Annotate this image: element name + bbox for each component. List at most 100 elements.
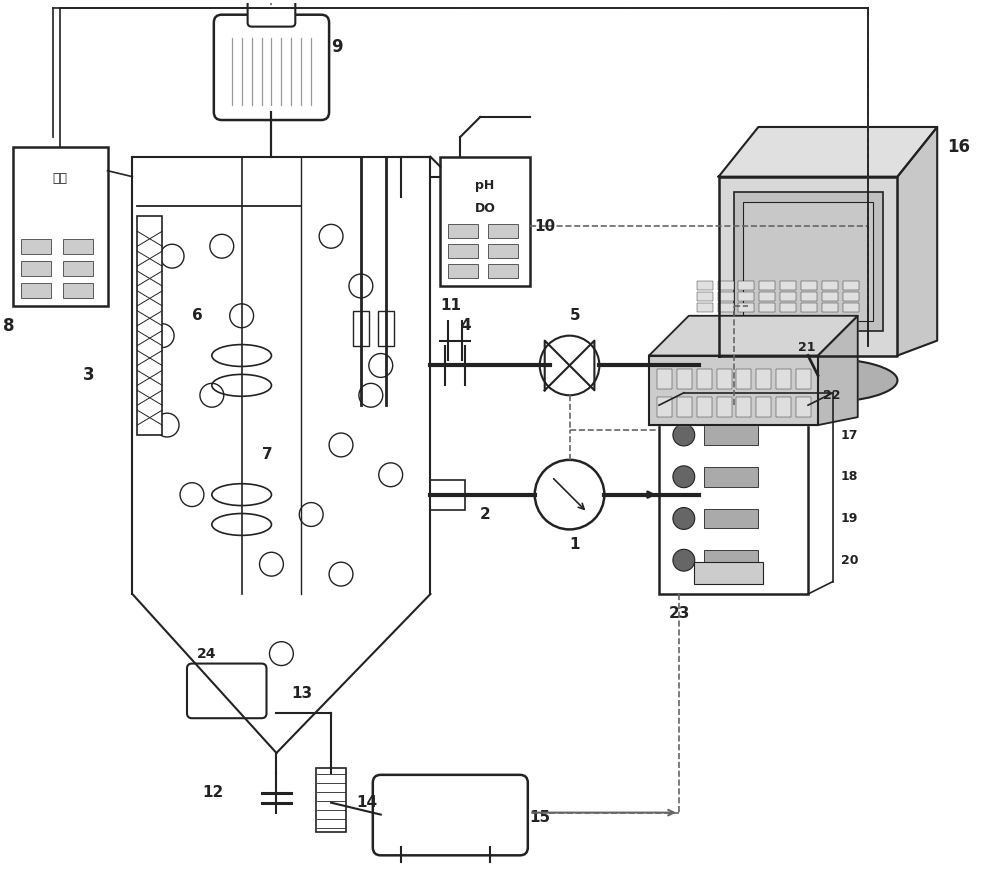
Text: 23: 23 <box>669 606 690 621</box>
FancyBboxPatch shape <box>187 663 266 718</box>
Text: 5: 5 <box>570 308 580 323</box>
Text: pH: pH <box>475 178 495 192</box>
Text: 20: 20 <box>841 554 858 567</box>
Text: 21: 21 <box>798 341 816 354</box>
Polygon shape <box>649 355 818 425</box>
Bar <box>704 467 758 486</box>
Bar <box>843 292 859 301</box>
Bar <box>704 425 758 445</box>
Bar <box>776 397 791 417</box>
Bar <box>21 261 51 276</box>
Circle shape <box>687 381 701 395</box>
Bar <box>697 303 713 312</box>
Text: 10: 10 <box>535 219 556 234</box>
Bar <box>796 397 811 417</box>
Bar <box>822 281 838 290</box>
Circle shape <box>673 466 695 487</box>
Bar <box>718 292 734 301</box>
Bar <box>704 550 758 570</box>
Text: 6: 6 <box>192 308 203 323</box>
Bar <box>697 397 712 417</box>
Bar <box>801 303 817 312</box>
Text: 13: 13 <box>291 686 312 701</box>
Bar <box>21 239 51 254</box>
Text: 8: 8 <box>3 317 15 335</box>
Bar <box>822 292 838 301</box>
Ellipse shape <box>738 358 897 403</box>
Bar <box>843 281 859 290</box>
Bar <box>353 311 369 346</box>
Circle shape <box>811 374 825 388</box>
Bar <box>657 369 672 389</box>
Bar <box>137 216 162 435</box>
Bar <box>756 369 771 389</box>
Bar <box>440 157 530 286</box>
Bar <box>430 480 465 509</box>
Bar <box>378 311 394 346</box>
Bar <box>697 369 712 389</box>
Bar <box>488 224 518 238</box>
Bar <box>801 281 817 290</box>
Bar <box>780 292 796 301</box>
Text: DO: DO <box>475 202 496 215</box>
Bar <box>677 369 692 389</box>
Polygon shape <box>818 316 858 425</box>
Bar <box>759 281 775 290</box>
Bar <box>718 281 734 290</box>
Bar <box>488 264 518 278</box>
Bar <box>657 397 672 417</box>
Bar <box>756 397 771 417</box>
Bar <box>13 147 108 306</box>
Bar <box>718 303 734 312</box>
Text: 12: 12 <box>202 785 223 801</box>
Bar <box>316 768 346 832</box>
FancyBboxPatch shape <box>214 15 329 120</box>
Bar <box>448 264 478 278</box>
FancyBboxPatch shape <box>248 0 295 26</box>
Bar <box>694 563 763 584</box>
Bar <box>776 369 791 389</box>
Bar <box>801 292 817 301</box>
Text: 19: 19 <box>841 512 858 525</box>
Bar <box>759 303 775 312</box>
Bar <box>488 244 518 258</box>
FancyBboxPatch shape <box>373 775 528 856</box>
Circle shape <box>673 550 695 571</box>
Bar <box>717 369 732 389</box>
Bar <box>738 292 754 301</box>
Text: 1: 1 <box>570 537 580 552</box>
Bar <box>738 281 754 290</box>
Circle shape <box>791 354 805 367</box>
Bar <box>780 281 796 290</box>
Bar <box>659 405 808 594</box>
Bar <box>63 261 93 276</box>
Text: 16: 16 <box>947 138 970 156</box>
Polygon shape <box>649 316 858 355</box>
Bar <box>759 292 775 301</box>
Text: 7: 7 <box>262 447 272 462</box>
Bar <box>843 303 859 312</box>
Bar <box>704 508 758 528</box>
Bar <box>448 244 478 258</box>
Polygon shape <box>719 127 937 177</box>
Text: 24: 24 <box>197 647 216 661</box>
Bar <box>717 397 732 417</box>
Bar <box>677 397 692 417</box>
Text: 2: 2 <box>480 507 491 522</box>
Bar <box>63 283 93 298</box>
Circle shape <box>673 507 695 529</box>
Bar <box>780 303 796 312</box>
Bar <box>21 283 51 298</box>
Bar <box>796 369 811 389</box>
Text: 17: 17 <box>841 429 858 442</box>
Text: 3: 3 <box>83 367 94 384</box>
Bar <box>738 303 754 312</box>
Bar <box>697 281 713 290</box>
Text: 4: 4 <box>460 318 471 333</box>
Text: 22: 22 <box>823 388 840 402</box>
Bar <box>736 369 751 389</box>
Text: 18: 18 <box>841 470 858 483</box>
Bar <box>734 192 883 331</box>
Text: 15: 15 <box>530 810 551 825</box>
Polygon shape <box>719 177 897 355</box>
